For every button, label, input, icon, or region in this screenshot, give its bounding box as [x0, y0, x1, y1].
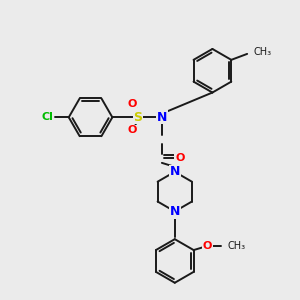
Text: CH₃: CH₃	[227, 241, 245, 251]
Text: CH₃: CH₃	[253, 47, 271, 57]
Text: Cl: Cl	[41, 112, 53, 122]
Text: O: O	[175, 153, 184, 163]
Text: O: O	[128, 99, 137, 110]
Text: O: O	[128, 125, 137, 135]
Text: S: S	[134, 111, 142, 124]
Text: N: N	[169, 205, 180, 218]
Text: O: O	[203, 241, 212, 251]
Text: N: N	[157, 111, 167, 124]
Text: N: N	[169, 165, 180, 178]
